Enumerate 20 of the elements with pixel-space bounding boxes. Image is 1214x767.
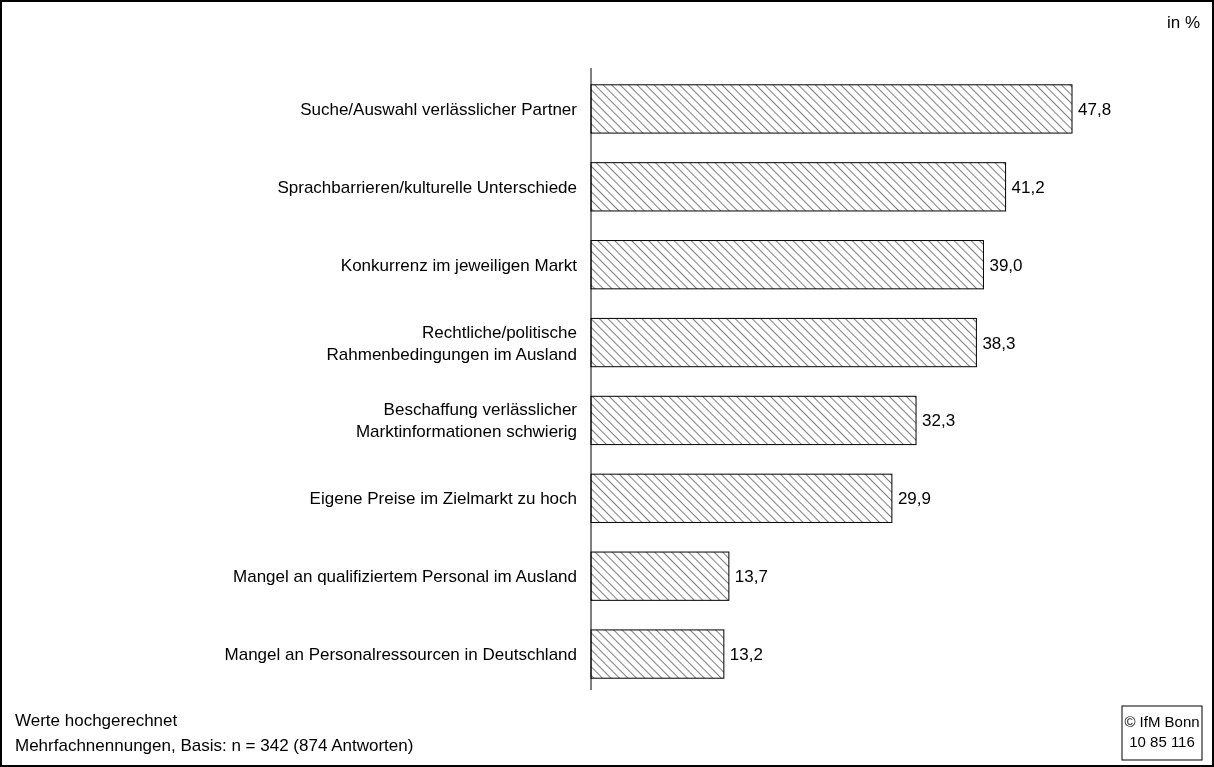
y-tick-label: Mangel an qualifiziertem Personal im Ausland xyxy=(233,567,577,587)
y-tick-label: Sprachbarrieren/kulturelle Unterschiede xyxy=(277,177,577,197)
data-label: 13,7 xyxy=(734,567,768,587)
y-tick-label: Rechtliche/politische Rahmenbedingungen im Ausland xyxy=(326,322,577,364)
y-tick-label: Beschaffung verlässlicher Marktinformationen schwierig xyxy=(355,400,578,442)
data-label: 39,0 xyxy=(989,255,1023,275)
data-label: 47,8 xyxy=(1078,99,1112,119)
y-tick-label: Suche/Auswahl verlässlicher Partner xyxy=(300,99,578,119)
data-label: 38,3 xyxy=(982,333,1016,353)
text: Mehrfachnennungen, Basis: n = 342 (874 Antworten) xyxy=(15,736,414,755)
text: © IfM Bonn 10 85 116 xyxy=(1124,713,1200,750)
text: Werte hochgerechnet xyxy=(15,711,178,730)
data-label: 41,2 xyxy=(1011,177,1045,197)
y-tick-label: Eigene Preise im Zielmarkt zu hoch xyxy=(309,489,577,509)
data-label: 32,3 xyxy=(922,411,956,431)
y-tick-label: Konkurrenz im jeweiligen Markt xyxy=(340,255,578,275)
text: in % xyxy=(1166,13,1200,32)
data-label: 29,9 xyxy=(897,489,931,509)
data-label: 13,2 xyxy=(729,645,763,665)
y-tick-label: Mangel an Personalressourcen in Deutschland xyxy=(224,645,577,665)
